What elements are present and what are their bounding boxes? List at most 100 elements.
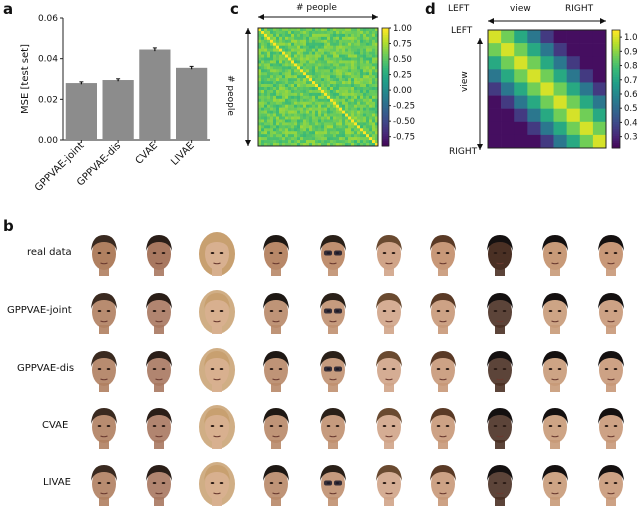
neck	[384, 497, 394, 506]
heatmap-c-cell	[267, 75, 271, 79]
heatmap-c-cell	[315, 48, 319, 52]
heatmap-c-cell	[339, 143, 343, 147]
heatmap-c-cell	[375, 113, 379, 117]
heatmap-c-cell	[345, 57, 349, 61]
heatmap-c-cell	[273, 87, 277, 91]
heatmap-c-cell	[360, 28, 364, 32]
heatmap-c-cell	[357, 81, 361, 85]
colorbar-c-step	[382, 44, 389, 48]
heatmap-c-cell	[342, 110, 346, 114]
heatmap-c-cell	[288, 122, 292, 126]
heatmap-c-cell	[258, 134, 262, 138]
heatmap-c-cell	[300, 107, 304, 111]
heatmap-c-cell	[300, 116, 304, 120]
eye	[152, 368, 157, 370]
mouth	[329, 262, 337, 265]
heatmap-c-cell	[291, 48, 295, 52]
heatmap-c-cell	[315, 87, 319, 91]
heatmap-c-cell	[300, 104, 304, 108]
heatmap-c-cell	[339, 110, 343, 114]
heatmap-c-cell	[288, 101, 292, 105]
colorbar-d-step	[612, 41, 620, 45]
heatmap-c-cell	[258, 104, 262, 108]
heatmap-c-cell	[348, 63, 352, 67]
heatmap-c-cell	[363, 51, 367, 55]
heatmap-c-cell	[318, 137, 322, 141]
heatmap-c-cell	[369, 131, 373, 135]
heatmap-c-cell	[258, 137, 262, 141]
heatmap-c-cell	[327, 28, 331, 32]
heatmap-c-cell	[318, 39, 322, 44]
face-shape	[599, 411, 623, 443]
heatmap-c-cell	[273, 36, 277, 41]
hair-top	[487, 408, 513, 424]
heatmap-c-cell	[309, 28, 313, 32]
heatmap-c-cell	[345, 39, 349, 44]
heatmap-c-cell	[306, 104, 310, 108]
colorbar-c-step	[382, 124, 389, 128]
heatmap-c-cell	[306, 89, 310, 94]
hair-top	[598, 293, 624, 309]
heatmap-c-cell	[363, 54, 367, 58]
heatmap-c-cell	[354, 95, 358, 100]
heatmap-c-cell	[318, 122, 322, 126]
heatmap-c-cell	[357, 125, 361, 129]
heatmap-c-cell	[312, 54, 316, 58]
heatmap-c-cell	[357, 57, 361, 61]
heatmap-c-cell	[321, 89, 325, 94]
heatmap-c-cell	[267, 134, 271, 138]
face-image	[199, 232, 235, 276]
heatmap-c-cell	[372, 113, 376, 117]
heatmap-c-cell	[309, 128, 313, 132]
heatmap-c-cell	[315, 57, 319, 61]
heatmap-c-cell	[306, 33, 310, 38]
heatmap-c-cell	[348, 140, 352, 144]
heatmap-c-cell	[276, 122, 280, 126]
heatmap-c-cell	[267, 28, 271, 32]
heatmap-c-cell	[288, 89, 292, 94]
heatmap-c-cell	[303, 137, 307, 141]
heatmap-c-cell	[309, 78, 313, 82]
heatmap-c-cell	[267, 42, 271, 46]
heatmap-c-cell	[282, 107, 286, 111]
colorbar-c-tick-label: -0.25	[393, 102, 415, 112]
heatmap-c-cell	[357, 48, 361, 52]
heatmap-c-cell	[270, 54, 274, 58]
heatmap-c-cell	[300, 57, 304, 61]
heatmap-c-cell	[261, 140, 265, 144]
heatmap-c-cell	[276, 89, 280, 94]
heatmap-c-cell	[288, 72, 292, 76]
face-shape	[264, 296, 288, 328]
eye	[106, 368, 111, 370]
colorbar-d-step	[612, 81, 620, 85]
heatmap-c-cell	[324, 57, 328, 61]
heatmap-c-cell	[342, 92, 346, 97]
bar	[102, 80, 134, 140]
heatmap-d-cell	[553, 134, 567, 149]
heatmap-c-cell	[309, 137, 313, 141]
heatmap-c-cell	[279, 137, 283, 141]
heatmap-c-cell	[276, 128, 280, 132]
heatmap-c-cell	[288, 119, 292, 123]
colorbar-d-step	[612, 30, 620, 33]
heatmap-c-cell	[345, 84, 349, 88]
heatmap-c-cell	[294, 84, 298, 88]
face-shape	[264, 238, 288, 270]
glasses-lens	[324, 308, 332, 314]
heatmap-c-cell	[375, 30, 379, 35]
heatmap-c-cell	[363, 113, 367, 117]
colorbar-d-step	[612, 32, 620, 36]
heatmap-d-cell	[488, 30, 502, 44]
colorbar-c-step	[382, 53, 389, 57]
heatmap-c-cell	[276, 69, 280, 73]
heatmap-c-cell	[366, 140, 370, 144]
face-image	[430, 351, 456, 392]
face-shape	[543, 354, 567, 386]
heatmap-c-cell	[333, 107, 337, 111]
heatmap-c-cell	[339, 57, 343, 61]
heatmap-c-cell	[372, 75, 376, 79]
mouth	[496, 435, 504, 438]
heatmap-c-cell	[363, 140, 367, 144]
heatmap-c-cell	[333, 128, 337, 132]
heatmap-d-cell	[579, 134, 594, 149]
